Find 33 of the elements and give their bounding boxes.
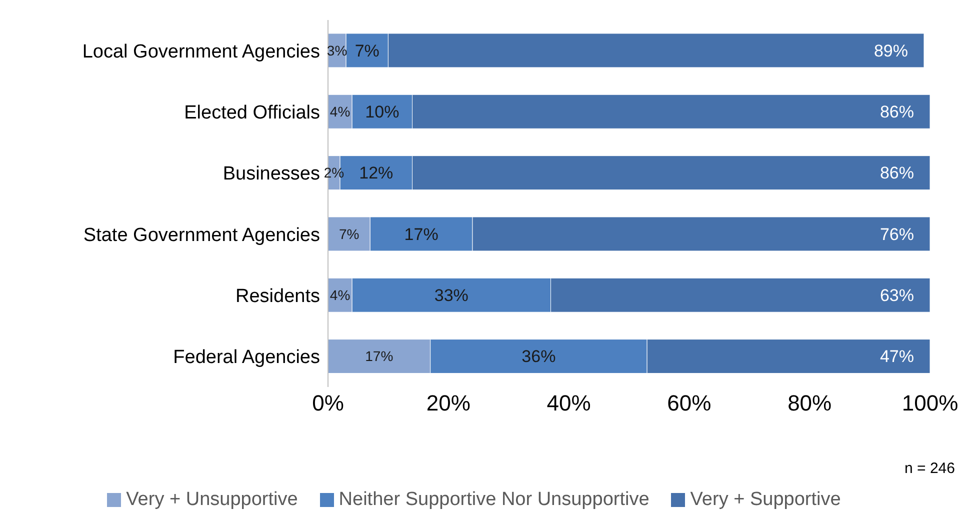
data-label: 12% <box>359 164 394 183</box>
data-label: 17% <box>365 348 394 364</box>
y-tick-label: State Government Agencies <box>83 224 320 246</box>
legend-label: Very + Unsupportive <box>125 489 298 511</box>
data-label: 86% <box>880 102 914 122</box>
y-tick-label: Local Government Agencies <box>82 41 320 62</box>
data-label: 17% <box>404 224 438 244</box>
x-tick-label: 60% <box>667 390 712 416</box>
x-tick-label: 40% <box>546 390 591 416</box>
x-tick-label: 20% <box>426 390 470 416</box>
y-tick-label: Businesses <box>222 164 320 185</box>
data-label: 33% <box>434 286 468 306</box>
x-tick-label: 100% <box>902 390 958 416</box>
x-tick-label: 80% <box>788 390 832 416</box>
legend-label: Very + Supportive <box>689 489 841 511</box>
data-label: 86% <box>880 164 914 183</box>
data-label: 47% <box>880 347 914 366</box>
data-label: 4% <box>330 104 350 120</box>
data-label: 7% <box>338 226 360 242</box>
y-tick-label: Elected Officials <box>184 102 320 124</box>
data-label: 76% <box>880 224 914 244</box>
data-label: 63% <box>880 286 914 306</box>
data-label: 36% <box>522 347 556 366</box>
data-label: 10% <box>365 102 400 122</box>
x-tick-label: 0% <box>312 390 344 416</box>
text: n = 246 <box>904 460 955 477</box>
data-label: 3% <box>326 42 348 58</box>
data-label: 4% <box>330 287 350 304</box>
data-label: 7% <box>354 41 380 60</box>
y-tick-label: Residents <box>236 286 320 307</box>
y-tick-label: Federal Agencies <box>173 347 320 368</box>
data-label: 89% <box>874 41 908 60</box>
legend-label: Neither Supportive Nor Unsupportive <box>338 489 650 511</box>
